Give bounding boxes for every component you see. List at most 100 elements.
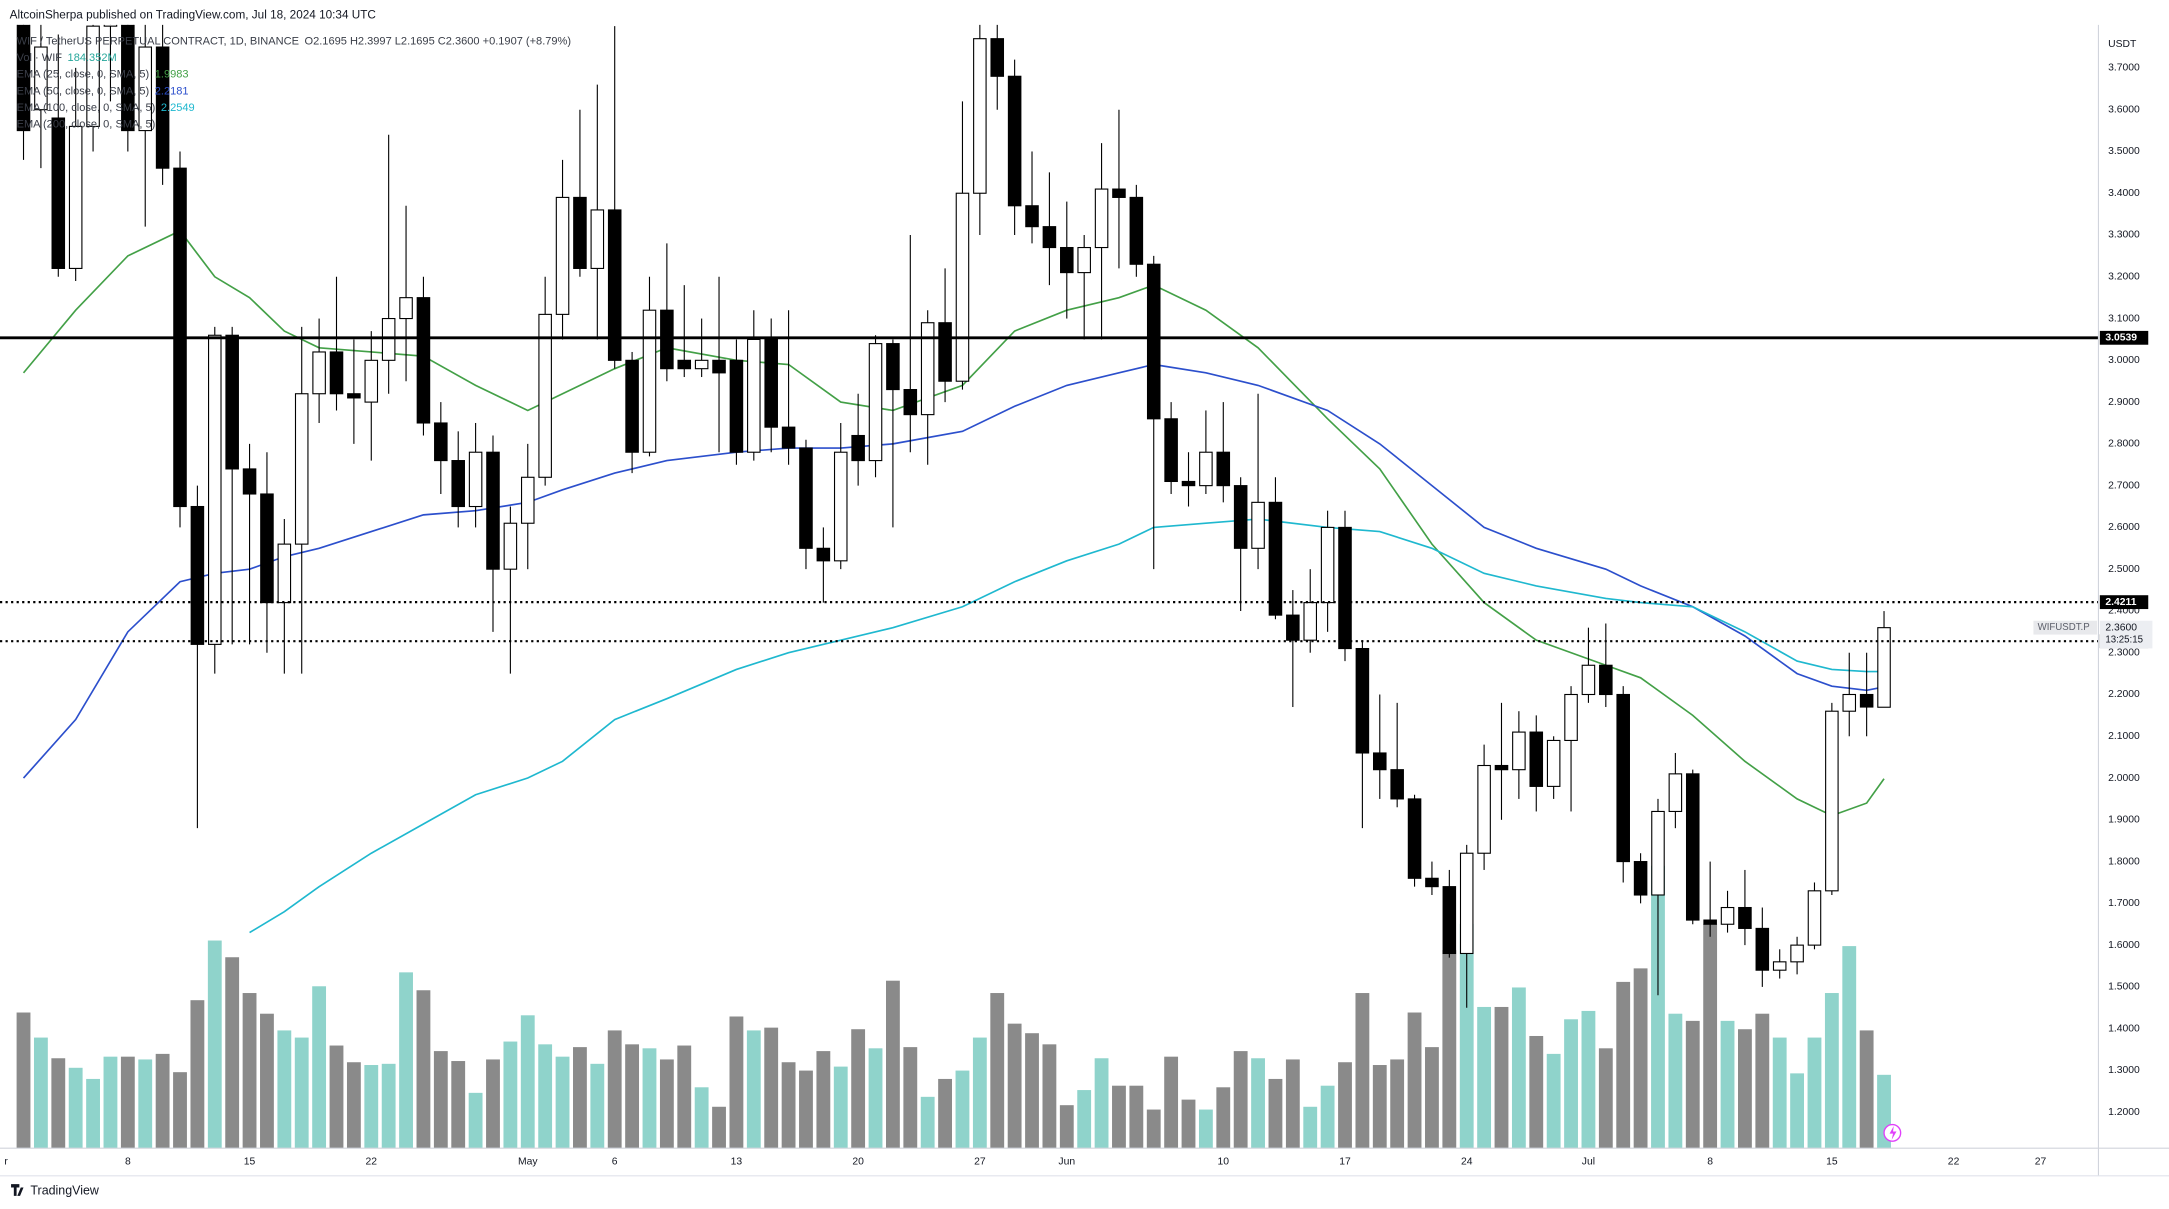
axes: 1.2000 1.3000 1.4000 1.5000 1.6000 1.7000 1.80… [4, 63, 2153, 1168]
last-price-box [2099, 620, 2153, 649]
legend-text: WIF / TetherUS PERPETUAL CONTRACT, 1D, B… [17, 35, 299, 47]
candle-body [920, 322, 935, 416]
candle-body [520, 476, 535, 524]
x-tick-label: 22 [1948, 1157, 1960, 1168]
volume-bar [1459, 923, 1474, 1149]
candle-body [694, 359, 709, 370]
candle-body [16, 24, 31, 132]
legend-text: EMA (50, close, 0, SMA, 5) [17, 85, 150, 97]
volume-bar [1198, 1109, 1213, 1149]
candle-body [1755, 927, 1770, 971]
volume-bar [1842, 946, 1857, 1149]
candle-body [312, 351, 326, 395]
volume-bar [451, 1061, 466, 1149]
price-label: 2.4211 [2105, 597, 2136, 608]
legend-row: EMA (25, close, 0, SMA, 5) 1.9983 [17, 69, 189, 81]
candle-body [1633, 861, 1648, 896]
candle-body [1738, 906, 1752, 929]
legend-row: EMA (50, close, 0, SMA, 5) 2.2181 [17, 85, 189, 97]
volume-bar [33, 1037, 48, 1149]
volume-bar [520, 1015, 535, 1149]
legend-text: O2.1695 H2.3997 L2.1695 C2.3600 +0.1907 … [305, 35, 572, 47]
volume-bar [103, 1056, 118, 1149]
volume-bar [468, 1092, 483, 1149]
y-tick-label: 3.2000 [2108, 272, 2140, 283]
candle-body [1007, 75, 1022, 207]
y-tick-label: 2.1000 [2108, 731, 2140, 742]
x-tick-label: r [4, 1157, 8, 1168]
volume-bar [1529, 1035, 1544, 1149]
volume-bar [381, 1063, 396, 1149]
y-tick-label: 2.4000 [2108, 606, 2140, 617]
volume-bar [799, 1070, 813, 1149]
volume-bar [416, 990, 431, 1149]
volume-bar [590, 1063, 605, 1149]
candle-body [747, 338, 761, 453]
volume-bar [851, 1029, 866, 1149]
legend-text: EMA (100, close, 0, SMA, 5) [17, 102, 156, 114]
volume-bar [1372, 1065, 1387, 1149]
volume-bar [1581, 1010, 1596, 1149]
x-tick-label: 15 [1826, 1157, 1838, 1168]
y-tick-label: 1.8000 [2108, 856, 2140, 867]
volume-bar [486, 1059, 500, 1149]
candle-body [1042, 226, 1057, 249]
y-tick-label: 2.7000 [2108, 480, 2140, 491]
candle-body [1060, 246, 1074, 274]
legend-row: EMA (100, close, 0, SMA, 5) 2.2549 [17, 102, 195, 114]
candle-body [1390, 769, 1404, 800]
candle-body [1599, 664, 1613, 696]
y-tick-label: 1.6000 [2108, 940, 2140, 951]
candle-body [347, 393, 361, 399]
volume-bar [1181, 1099, 1196, 1149]
volume-bar [1511, 987, 1526, 1149]
volume-bar [764, 1027, 779, 1149]
volume-bar [1772, 1037, 1787, 1149]
volume-bar [938, 1078, 952, 1149]
candle-body [121, 24, 135, 132]
y-tick-label: 3.6000 [2108, 104, 2140, 115]
volume-bar [1442, 950, 1457, 1149]
volume-bar [642, 1048, 657, 1149]
volume-bar [1425, 1047, 1439, 1149]
volume-bar [972, 1037, 987, 1149]
volume-bar [1251, 1058, 1265, 1149]
volume-bar [1703, 923, 1718, 1149]
y-tick-label: 3.4000 [2108, 188, 2140, 199]
volume-bar [1564, 1019, 1578, 1149]
volume-bar [1859, 1030, 1874, 1149]
candle-body [1825, 710, 1839, 892]
legend-text: 2.2181 [155, 85, 189, 97]
candle-body [1216, 451, 1231, 487]
candle-body [1442, 886, 1457, 955]
volume-bar [1303, 1106, 1318, 1149]
replay-icon-bolt [1889, 1126, 1897, 1140]
volume-bar [903, 1047, 918, 1149]
y-tick-label: 1.7000 [2108, 898, 2140, 909]
volume-bar [816, 1051, 831, 1149]
candle-body [955, 192, 970, 382]
volume-bar [625, 1044, 640, 1149]
price-label: 3.0539 [2105, 333, 2137, 344]
candle-body [1407, 798, 1422, 879]
legend-text: 2.2549 [161, 102, 195, 114]
candle-body [51, 117, 66, 269]
candle-body [1199, 451, 1213, 487]
candle-body [538, 313, 552, 478]
candle-body [1077, 246, 1091, 274]
candle-body [573, 196, 587, 269]
candle-body [1546, 739, 1561, 787]
candle-body [590, 209, 605, 269]
volume-bar [120, 1056, 135, 1149]
volume-bar [694, 1087, 709, 1149]
candle-body [851, 434, 865, 462]
volume-bar [1720, 1020, 1735, 1149]
ema-line [249, 518, 1885, 934]
candle-body [225, 334, 239, 470]
volume-bar [1738, 1029, 1752, 1149]
y-tick-label: 2.0000 [2108, 773, 2140, 784]
legend: WIF / TetherUS PERPETUAL CONTRACT, 1D, B… [17, 35, 571, 130]
candle-body [1355, 647, 1370, 754]
volume-bar [260, 1013, 274, 1149]
